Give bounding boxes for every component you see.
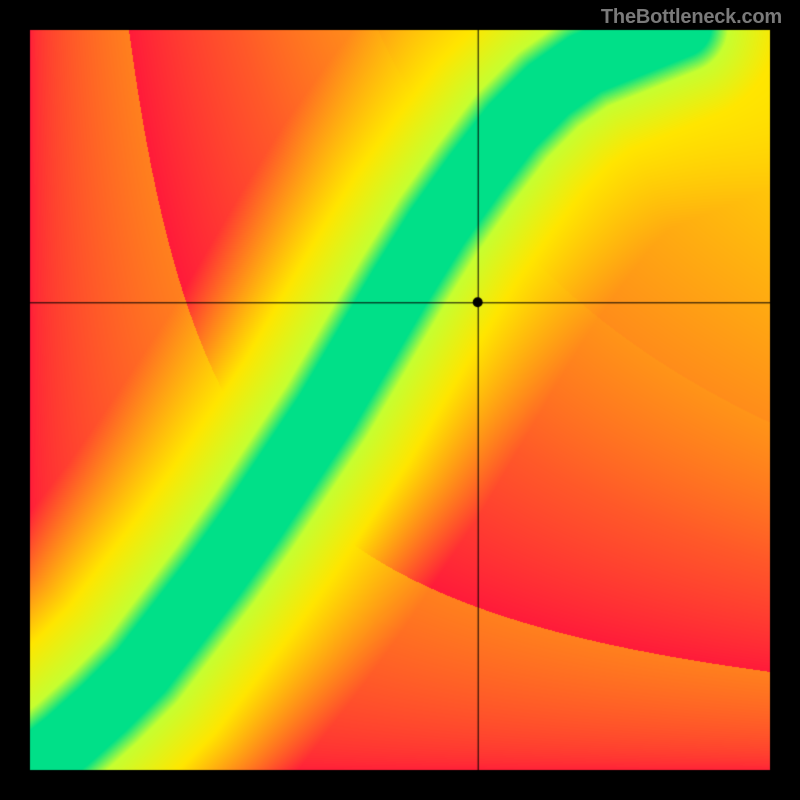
chart-container: TheBottleneck.com bbox=[0, 0, 800, 800]
attribution-label: TheBottleneck.com bbox=[601, 6, 782, 29]
bottleneck-heatmap bbox=[0, 0, 800, 800]
